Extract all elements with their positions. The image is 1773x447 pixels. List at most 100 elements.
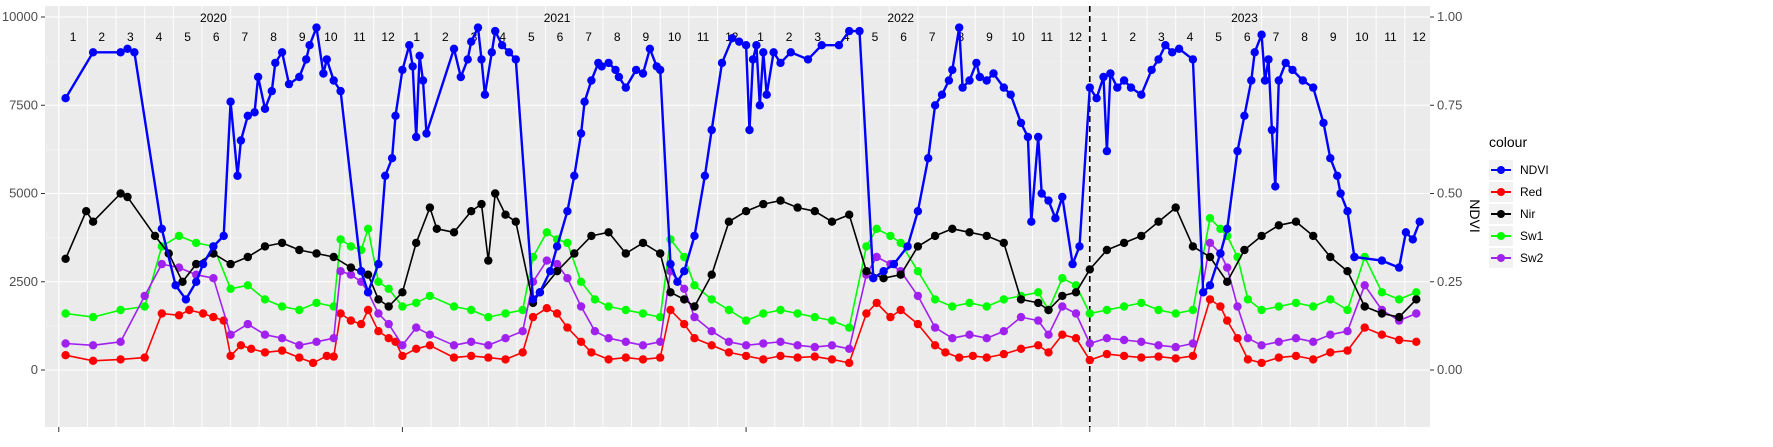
data-point-sw1 bbox=[1058, 274, 1067, 283]
data-point-sw2 bbox=[724, 337, 734, 346]
data-point-ndvi bbox=[61, 94, 70, 103]
data-point-nir bbox=[1377, 309, 1387, 318]
data-point-ndvi bbox=[412, 132, 421, 142]
data-point-ndvi bbox=[305, 41, 314, 50]
data-point-sw1 bbox=[896, 238, 905, 248]
data-point-sw1 bbox=[680, 252, 689, 262]
data-point-sw2 bbox=[621, 337, 630, 346]
month-label: 2 bbox=[98, 30, 105, 44]
data-point-ndvi bbox=[1377, 256, 1387, 265]
data-point-nir bbox=[425, 203, 435, 212]
data-point-ndvi bbox=[1199, 288, 1208, 297]
data-point-sw1 bbox=[140, 302, 149, 311]
data-point-ndvi bbox=[587, 76, 596, 85]
data-point-ndvi bbox=[405, 41, 414, 50]
data-point-nir bbox=[374, 295, 383, 304]
data-point-ndvi bbox=[546, 267, 555, 276]
data-point-red bbox=[638, 355, 648, 364]
data-point-ndvi bbox=[1102, 146, 1112, 156]
data-point-red bbox=[528, 312, 538, 322]
data-point-ndvi bbox=[728, 34, 737, 43]
data-point-sw1 bbox=[1154, 305, 1163, 315]
data-point-sw1 bbox=[1291, 298, 1301, 308]
y-axis-tick-label: 5000 bbox=[9, 186, 38, 201]
data-point-sw2 bbox=[209, 274, 218, 283]
data-point-sw2 bbox=[260, 330, 270, 339]
data-point-ndvi bbox=[243, 111, 252, 121]
data-point-ndvi bbox=[1247, 76, 1256, 85]
data-point-sw1 bbox=[656, 312, 665, 322]
y-axis-tick-label: 7500 bbox=[9, 97, 38, 112]
data-point-ndvi bbox=[1240, 111, 1249, 121]
data-point-ndvi bbox=[302, 55, 311, 64]
data-point-sw1 bbox=[862, 242, 871, 251]
data-point-nir bbox=[896, 270, 905, 279]
data-point-ndvi bbox=[449, 44, 459, 53]
data-point-sw2 bbox=[1016, 312, 1026, 322]
data-point-sw1 bbox=[707, 295, 716, 304]
data-point-nir bbox=[1223, 277, 1232, 286]
data-point-sw1 bbox=[845, 323, 854, 332]
data-point-sw2 bbox=[1343, 327, 1352, 336]
data-point-red bbox=[295, 353, 304, 362]
data-point-nir bbox=[1309, 231, 1318, 241]
data-point-ndvi bbox=[803, 55, 813, 64]
data-point-sw2 bbox=[913, 291, 923, 301]
data-point-red bbox=[759, 355, 768, 364]
data-point-sw1 bbox=[329, 302, 338, 311]
month-label: 1 bbox=[1101, 30, 1108, 44]
data-point-ndvi bbox=[563, 207, 572, 216]
data-point-nir bbox=[604, 228, 613, 237]
data-point-nir bbox=[570, 249, 579, 258]
data-point-sw1 bbox=[116, 305, 125, 315]
data-point-red bbox=[1058, 330, 1067, 339]
data-point-nir bbox=[277, 238, 287, 248]
data-point-sw1 bbox=[1216, 224, 1225, 233]
data-point-ndvi bbox=[192, 277, 201, 286]
legend-key-point-sw1 bbox=[1497, 232, 1505, 240]
data-point-sw1 bbox=[913, 267, 923, 276]
data-point-nir bbox=[363, 270, 373, 279]
data-point-red bbox=[88, 356, 98, 365]
data-point-nir bbox=[827, 217, 837, 226]
data-point-sw2 bbox=[1171, 342, 1180, 352]
data-point-sw2 bbox=[277, 334, 287, 343]
data-point-sw1 bbox=[1394, 295, 1404, 304]
data-point-red bbox=[412, 344, 421, 353]
data-point-ndvi bbox=[1326, 154, 1335, 163]
y-axis-tick-label: 0 bbox=[31, 362, 38, 377]
data-point-nir bbox=[178, 277, 187, 286]
data-point-nir bbox=[477, 199, 486, 209]
data-point-sw2 bbox=[61, 339, 70, 348]
legend-label-nir: Nir bbox=[1520, 207, 1535, 221]
data-point-ndvi bbox=[1006, 90, 1015, 99]
data-point-red bbox=[621, 353, 630, 362]
data-point-sw2 bbox=[1044, 330, 1053, 339]
data-point-ndvi bbox=[889, 259, 899, 269]
data-point-red bbox=[209, 312, 218, 322]
data-point-ndvi bbox=[1161, 41, 1170, 50]
data-point-ndvi bbox=[319, 69, 328, 78]
data-point-red bbox=[552, 309, 562, 318]
data-point-ndvi bbox=[1319, 118, 1328, 128]
month-label: 10 bbox=[1355, 30, 1369, 44]
data-point-ndvi bbox=[924, 154, 933, 163]
data-point-sw1 bbox=[810, 312, 819, 322]
month-label: 10 bbox=[324, 30, 338, 44]
data-point-nir bbox=[793, 203, 802, 212]
data-point-red bbox=[322, 351, 331, 361]
data-point-nir bbox=[1240, 245, 1249, 255]
data-point-red bbox=[1377, 330, 1387, 339]
data-point-ndvi bbox=[236, 136, 246, 145]
data-point-nir bbox=[759, 199, 768, 209]
y2-axis-title: NDVI bbox=[1467, 199, 1483, 232]
month-label: 12 bbox=[1069, 30, 1083, 44]
month-label: 2 bbox=[1129, 30, 1136, 44]
legend: colour NDVI Red Nir Sw1 Sw2 bbox=[1489, 134, 1549, 268]
data-point-nir bbox=[1044, 305, 1053, 315]
axis-layer: 0 2500 5000 7500 10000 0.00 0.25 0.50 0.75 1.00 bbox=[2, 9, 1462, 432]
data-point-ndvi bbox=[817, 41, 826, 50]
data-point-ndvi bbox=[903, 242, 912, 251]
data-point-sw2 bbox=[1274, 337, 1284, 346]
data-point-nir bbox=[329, 252, 338, 262]
